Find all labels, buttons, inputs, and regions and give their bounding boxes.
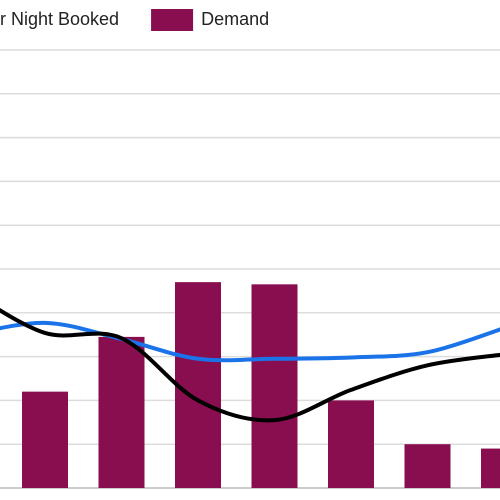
legend: r Night Booked Demand <box>0 9 269 31</box>
bar <box>404 444 451 488</box>
grid <box>0 49 500 489</box>
legend-swatch <box>151 9 194 31</box>
line <box>0 308 500 423</box>
legend-label: Demand <box>201 9 269 29</box>
line <box>0 320 500 363</box>
bar <box>22 391 68 488</box>
bars <box>22 282 500 488</box>
bar <box>251 284 298 488</box>
legend-label: r Night Booked <box>0 9 119 29</box>
bar <box>481 448 500 488</box>
bar <box>328 400 374 488</box>
lines <box>0 308 500 423</box>
bar <box>98 336 145 488</box>
bar <box>175 282 221 488</box>
